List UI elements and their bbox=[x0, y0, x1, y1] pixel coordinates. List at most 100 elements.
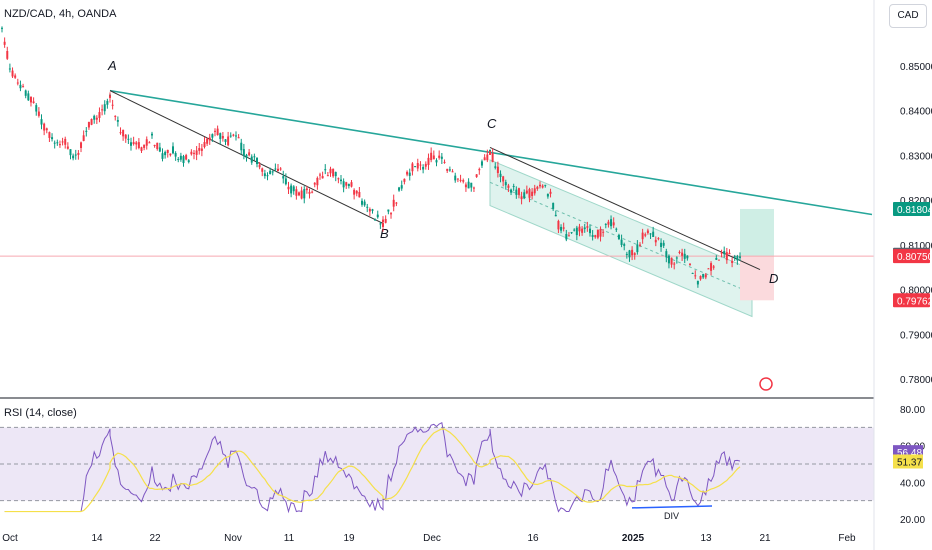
candle-body bbox=[214, 130, 216, 132]
candle-body bbox=[602, 231, 605, 233]
candle-body bbox=[179, 155, 182, 160]
candle-body bbox=[667, 255, 670, 264]
candle-body bbox=[646, 230, 649, 234]
candle-body bbox=[683, 253, 686, 259]
candle-body bbox=[525, 190, 528, 194]
rsi-ma-line bbox=[4, 428, 741, 513]
candle-body bbox=[156, 142, 159, 150]
rsi-tick-label: 20.00 bbox=[900, 515, 925, 526]
candle-body bbox=[557, 220, 560, 230]
candle-body bbox=[29, 96, 32, 103]
candle-body bbox=[382, 223, 384, 227]
candle-body bbox=[489, 150, 491, 155]
wave-label-c: C bbox=[487, 116, 497, 131]
candle-body bbox=[400, 185, 403, 189]
candle-body bbox=[554, 214, 557, 217]
candle-body bbox=[324, 169, 327, 171]
candle-body bbox=[515, 189, 518, 195]
candle-body bbox=[620, 239, 623, 245]
candle-body bbox=[66, 146, 69, 149]
candle-body bbox=[395, 202, 398, 204]
candle-body bbox=[45, 128, 48, 131]
price-label-box bbox=[893, 249, 930, 264]
candle-body bbox=[198, 148, 201, 151]
divergence-line bbox=[631, 505, 713, 509]
candle-body bbox=[109, 95, 111, 98]
candle-body bbox=[53, 142, 56, 144]
candle-body bbox=[355, 190, 358, 194]
divergence-label: DIV bbox=[664, 511, 679, 521]
candle-body bbox=[728, 252, 731, 255]
rsi-line bbox=[4, 421, 741, 514]
candle-body bbox=[353, 189, 356, 195]
candle-body bbox=[717, 259, 720, 261]
candle-body bbox=[16, 82, 19, 84]
candle-body bbox=[552, 202, 555, 209]
candle-body bbox=[326, 175, 329, 177]
candle-body bbox=[77, 152, 80, 155]
candle-body bbox=[187, 160, 190, 163]
pattern-overlays: A B C D bbox=[0, 58, 874, 391]
candle-body bbox=[414, 166, 417, 168]
candle-body bbox=[135, 142, 138, 145]
candle-body bbox=[691, 272, 694, 274]
candle-body bbox=[292, 186, 295, 192]
candle-body bbox=[1, 27, 3, 29]
candle-body bbox=[74, 154, 77, 156]
candle-body bbox=[82, 135, 85, 141]
candle-body bbox=[639, 244, 641, 246]
candle-body bbox=[235, 135, 237, 137]
candles bbox=[1, 26, 741, 288]
candle-body bbox=[85, 130, 88, 132]
candle-body bbox=[575, 227, 578, 236]
candle-body bbox=[224, 139, 227, 142]
candle-body bbox=[486, 154, 489, 161]
candle-body bbox=[549, 191, 552, 194]
candle-body bbox=[305, 188, 308, 191]
candle-body bbox=[130, 142, 132, 146]
candle-body bbox=[277, 168, 279, 172]
candle-body bbox=[491, 153, 494, 163]
candle-body bbox=[93, 115, 96, 120]
candle-body bbox=[604, 223, 607, 225]
candle-body bbox=[274, 168, 277, 170]
candle-body bbox=[567, 235, 570, 237]
candle-body bbox=[512, 186, 515, 188]
candle-body bbox=[345, 182, 348, 186]
candle-body bbox=[221, 136, 224, 139]
currency-button[interactable]: CAD bbox=[889, 4, 927, 28]
candle-body bbox=[64, 138, 67, 145]
candle-body bbox=[127, 138, 130, 140]
candle-body bbox=[358, 191, 361, 198]
candle-body bbox=[337, 178, 340, 180]
candle-body bbox=[303, 189, 306, 199]
candle-body bbox=[216, 128, 219, 136]
candle-body bbox=[731, 260, 734, 263]
candle-body bbox=[164, 151, 167, 156]
candle-body bbox=[363, 201, 366, 206]
time-tick-label: 2025 bbox=[622, 533, 645, 544]
candle-body bbox=[111, 104, 114, 106]
candle-body bbox=[382, 219, 384, 223]
candle-body bbox=[56, 142, 59, 144]
leg-cd-line bbox=[489, 146, 761, 270]
candle-body bbox=[169, 153, 172, 156]
candle-body bbox=[408, 172, 411, 176]
candle-body bbox=[132, 142, 135, 145]
candle-body bbox=[282, 176, 285, 179]
candle-body bbox=[438, 155, 441, 158]
candle-body bbox=[591, 235, 594, 237]
candle-body bbox=[300, 190, 303, 199]
candle-body bbox=[137, 142, 140, 149]
candle-body bbox=[472, 187, 475, 189]
candle-body bbox=[480, 161, 483, 166]
candle-body bbox=[69, 149, 72, 156]
candle-body bbox=[496, 166, 499, 174]
time-tick-label: 11 bbox=[284, 533, 295, 544]
